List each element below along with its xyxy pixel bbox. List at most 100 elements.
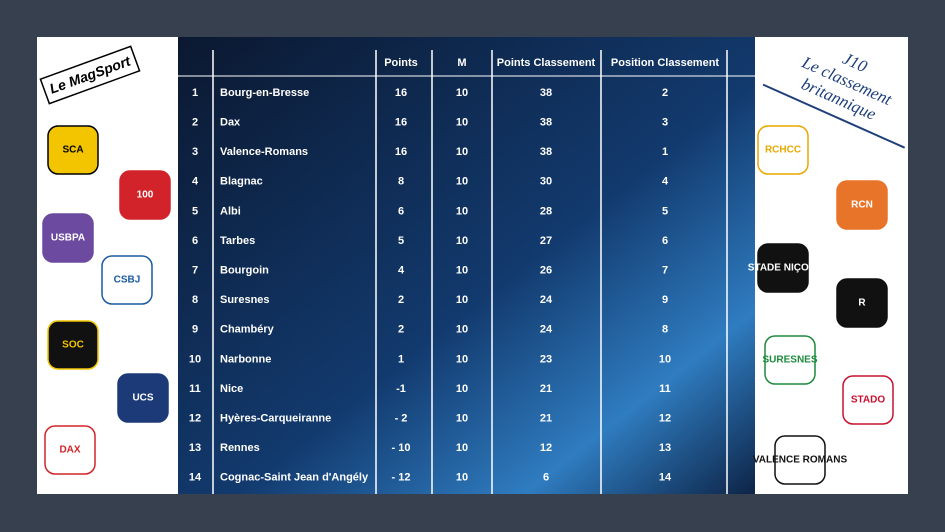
- table-cell: Tarbes: [220, 235, 255, 247]
- logo-label: R: [858, 298, 866, 309]
- table-cell: 2: [398, 324, 404, 336]
- table-cell: Cognac-Saint Jean d'Angély: [220, 472, 369, 484]
- table-cell: 11: [659, 383, 671, 395]
- table-cell: Chambéry: [220, 324, 275, 336]
- header-cell: Points: [384, 57, 418, 69]
- table-cell: 38: [540, 87, 552, 99]
- header-cell: M: [457, 57, 466, 69]
- team-logo: SOC: [47, 320, 99, 370]
- table-cell: Dax: [220, 117, 241, 129]
- team-logo: CSBJ: [101, 255, 153, 305]
- logo-label: RCN: [851, 200, 873, 211]
- logo-shape: [47, 320, 99, 370]
- table-cell: - 10: [392, 442, 411, 454]
- logo-label: UCS: [132, 393, 153, 404]
- team-logo: RCN: [836, 180, 888, 230]
- table-cell: - 12: [392, 472, 411, 484]
- team-logo: R: [836, 278, 888, 328]
- team-logo: UCS: [117, 373, 169, 423]
- table-cell: 11: [189, 383, 201, 395]
- table-cell: 8: [662, 324, 668, 336]
- logo-shape: [836, 278, 888, 328]
- table-cell: 13: [189, 442, 201, 454]
- table-cell: 13: [659, 442, 671, 454]
- table-cell: 38: [540, 117, 552, 129]
- table-cell: 10: [456, 176, 468, 188]
- table-cell: 3: [662, 117, 668, 129]
- table-cell: 5: [662, 205, 668, 217]
- team-logo: RCHCC: [757, 125, 809, 175]
- team-logo: SURESNES: [762, 335, 818, 385]
- table-cell: 10: [456, 413, 468, 425]
- table-cell: 14: [189, 472, 202, 484]
- logo-label: STADE NIÇOIS: [748, 263, 819, 274]
- logo-shape: [836, 180, 888, 230]
- team-logo: STADO: [842, 375, 894, 425]
- team-logo: DAX: [44, 425, 96, 475]
- logo-label: STADO: [851, 395, 885, 406]
- table-cell: 30: [540, 176, 552, 188]
- table-cell: Blagnac: [220, 176, 263, 188]
- logo-shape: [47, 125, 99, 175]
- table-cell: 2: [398, 294, 404, 306]
- table-cell: 8: [398, 176, 404, 188]
- table-cell: 38: [540, 146, 552, 158]
- table-cell: Albi: [220, 205, 241, 217]
- table-cell: 4: [662, 176, 669, 188]
- team-logo: STADE NIÇOIS: [748, 243, 819, 293]
- table-cell: 10: [189, 353, 201, 365]
- table-cell: 10: [456, 324, 468, 336]
- table-cell: Nice: [220, 383, 243, 395]
- table-cell: 27: [540, 235, 552, 247]
- logo-shape: [117, 373, 169, 423]
- logo-label: RCHCC: [765, 145, 801, 156]
- table-cell: Bourg-en-Bresse: [220, 87, 309, 99]
- header-cell: Points Classement: [497, 57, 596, 69]
- table-cell: 10: [659, 353, 671, 365]
- table-cell: 3: [192, 146, 198, 158]
- logo-label: 100: [137, 190, 154, 201]
- table-cell: 6: [192, 235, 198, 247]
- table-background: [178, 37, 755, 494]
- logo-shape: [101, 255, 153, 305]
- table-cell: 28: [540, 205, 552, 217]
- table-cell: 16: [395, 117, 407, 129]
- table-cell: Suresnes: [220, 294, 270, 306]
- table-cell: 4: [192, 176, 199, 188]
- table-cell: - 2: [395, 413, 408, 425]
- table-cell: 9: [662, 294, 668, 306]
- table-cell: 5: [192, 205, 198, 217]
- logo-label: SOC: [62, 340, 84, 351]
- table-cell: 10: [456, 442, 468, 454]
- table-cell: 10: [456, 353, 468, 365]
- table-cell: 6: [398, 205, 404, 217]
- logo-shape: [764, 335, 816, 385]
- table-cell: 6: [543, 472, 549, 484]
- team-logo: VALENCE ROMANS: [753, 435, 848, 485]
- table-cell: 4: [398, 265, 405, 277]
- logo-label: VALENCE ROMANS: [753, 455, 848, 466]
- table-cell: 16: [395, 87, 407, 99]
- logo-shape: [774, 435, 826, 485]
- logo-shape: [42, 213, 94, 263]
- table-cell: 21: [540, 413, 552, 425]
- logo-shape: [44, 425, 96, 475]
- team-logo: SCA: [47, 125, 99, 175]
- table-cell: 12: [189, 413, 201, 425]
- table-cell: 10: [456, 117, 468, 129]
- table-cell: 23: [540, 353, 552, 365]
- logo-shape: [119, 170, 171, 220]
- table-cell: 5: [398, 235, 404, 247]
- table-cell: -1: [396, 383, 406, 395]
- table-cell: 10: [456, 235, 468, 247]
- logo-shape: [842, 375, 894, 425]
- table-cell: 26: [540, 265, 552, 277]
- team-logo: 100: [119, 170, 171, 220]
- table-cell: 10: [456, 472, 468, 484]
- table-cell: 1: [662, 146, 668, 158]
- table-cell: 2: [192, 117, 198, 129]
- table-cell: 2: [662, 87, 668, 99]
- table-cell: 16: [395, 146, 407, 158]
- table-cell: 7: [662, 265, 668, 277]
